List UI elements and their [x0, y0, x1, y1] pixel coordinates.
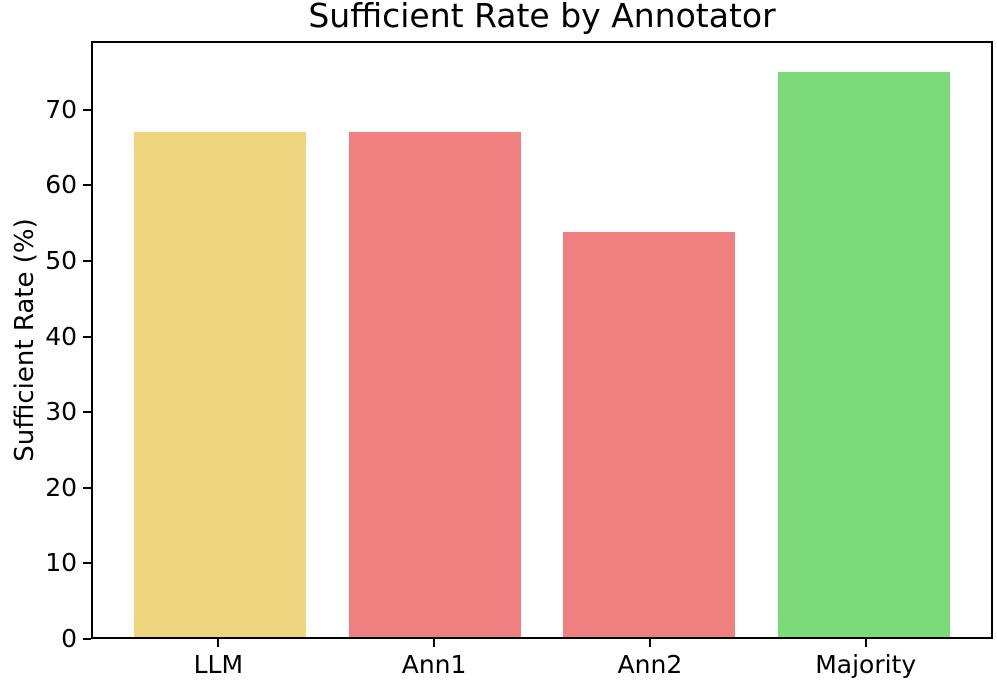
ytick-label-50: 50	[45, 245, 77, 275]
xtick-ann1	[433, 639, 436, 647]
plot-area	[91, 41, 993, 639]
ytick-label-70: 70	[45, 94, 77, 124]
ytick-0	[83, 638, 91, 640]
ytick-label-0: 0	[61, 624, 77, 653]
xtick-majority	[864, 639, 867, 647]
ytick-label-10: 10	[45, 548, 77, 578]
xtick-llm	[217, 639, 220, 647]
ytick-40	[83, 335, 91, 338]
ytick-70	[83, 108, 91, 111]
ytick-label-30: 30	[45, 397, 77, 427]
xtick-label-ann1: Ann1	[401, 650, 467, 679]
ytick-20	[83, 486, 91, 489]
bar-ann2	[563, 231, 736, 637]
ytick-10	[83, 562, 91, 565]
ytick-label-20: 20	[45, 472, 77, 502]
ytick-label-60: 60	[45, 170, 77, 200]
bar-ann1	[348, 131, 521, 637]
ytick-label-40: 40	[45, 321, 77, 351]
bar-llm	[133, 131, 306, 637]
chart-title: Sufficient Rate by Annotator	[308, 0, 776, 35]
ytick-50	[83, 259, 91, 262]
ytick-60	[83, 184, 91, 187]
xtick-label-majority: Majority	[815, 650, 917, 679]
xtick-ann2	[648, 639, 651, 647]
bar-majority	[778, 71, 951, 637]
xtick-label-llm: LLM	[193, 650, 244, 679]
xtick-label-ann2: Ann2	[617, 650, 683, 679]
ytick-30	[83, 411, 91, 414]
